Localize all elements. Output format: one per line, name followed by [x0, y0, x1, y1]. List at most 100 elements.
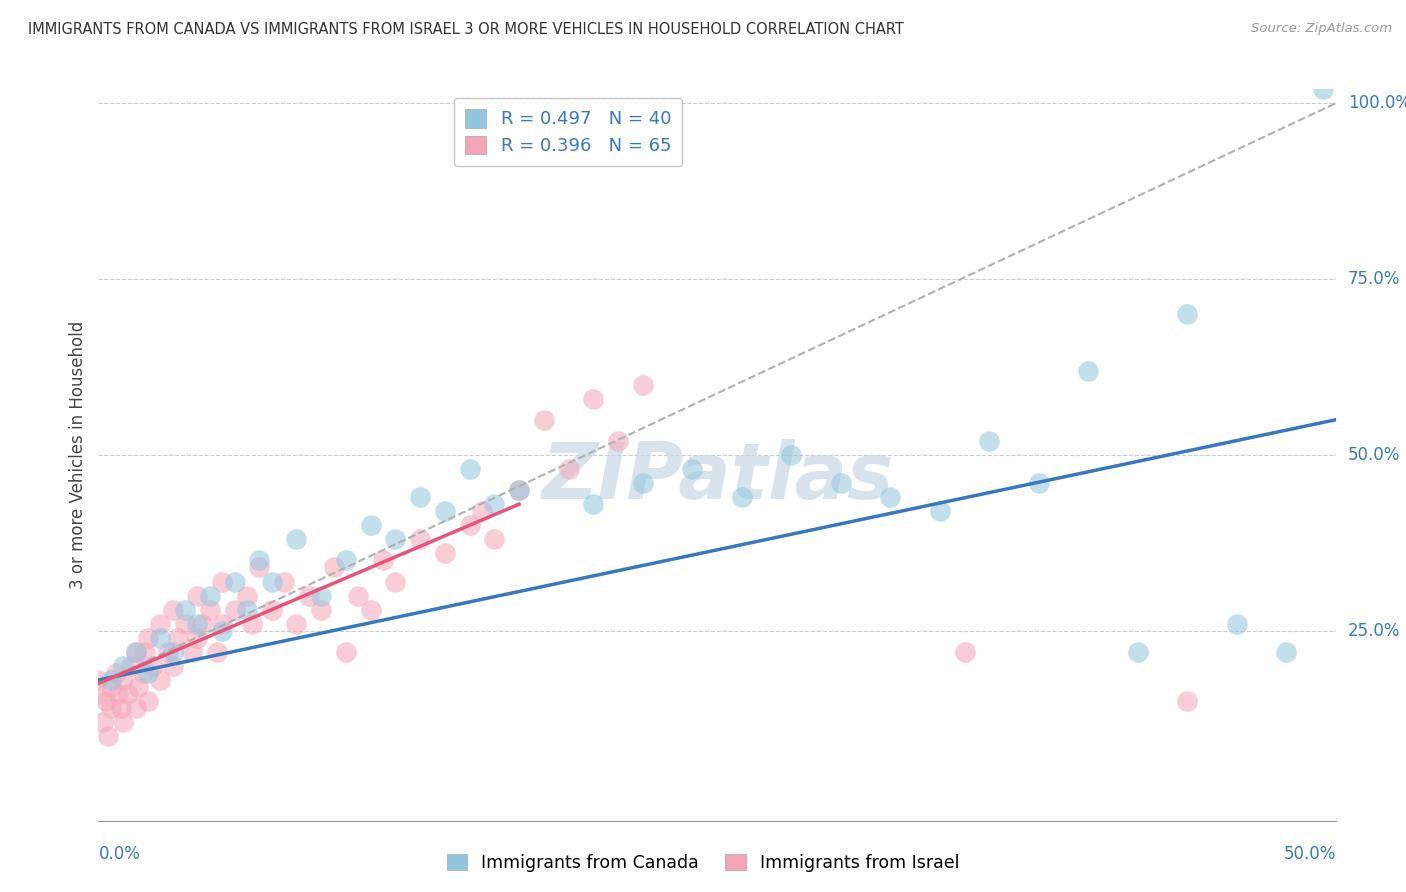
Point [211, 574, 233, 589]
Point [247, 560, 270, 574]
Point [780, 448, 803, 462]
Point [582, 392, 605, 406]
Text: 0.0%: 0.0% [98, 846, 141, 863]
Point [335, 645, 357, 659]
Point [224, 574, 246, 589]
Point [347, 589, 370, 603]
Point [136, 665, 159, 680]
Point [181, 645, 204, 659]
Point [409, 533, 432, 547]
Text: 25.0%: 25.0% [1348, 622, 1400, 640]
Point [681, 462, 703, 476]
Point [240, 616, 263, 631]
Point [104, 665, 127, 680]
Point [149, 673, 172, 687]
Point [1175, 694, 1198, 708]
Point [186, 616, 208, 631]
Point [124, 701, 146, 715]
Point [149, 616, 172, 631]
Point [117, 687, 139, 701]
Point [211, 624, 233, 638]
Point [224, 602, 246, 616]
Point [285, 616, 308, 631]
Point [198, 602, 221, 616]
Point [211, 616, 233, 631]
Point [162, 602, 184, 616]
Point [174, 616, 197, 631]
Point [97, 729, 120, 743]
Point [112, 715, 135, 730]
Point [260, 602, 283, 616]
Point [107, 687, 129, 701]
Point [322, 560, 344, 574]
Point [533, 413, 555, 427]
Point [142, 659, 165, 673]
Point [409, 490, 432, 504]
Point [100, 680, 122, 694]
Point [1226, 616, 1249, 631]
Point [136, 631, 159, 645]
Point [979, 434, 1001, 448]
Point [557, 462, 579, 476]
Point [1126, 645, 1149, 659]
Point [236, 589, 259, 603]
Legend: Immigrants from Canada, Immigrants from Israel: Immigrants from Canada, Immigrants from … [440, 847, 966, 879]
Point [298, 589, 321, 603]
Text: IMMIGRANTS FROM CANADA VS IMMIGRANTS FROM ISRAEL 3 OR MORE VEHICLES IN HOUSEHOLD: IMMIGRANTS FROM CANADA VS IMMIGRANTS FRO… [28, 22, 904, 37]
Point [484, 533, 506, 547]
Point [166, 631, 188, 645]
Point [198, 589, 221, 603]
Point [1077, 363, 1099, 377]
Point [508, 483, 530, 497]
Point [156, 645, 179, 659]
Point [371, 553, 394, 567]
Point [124, 645, 146, 659]
Point [360, 602, 382, 616]
Point [384, 533, 406, 547]
Point [1275, 645, 1298, 659]
Point [953, 645, 976, 659]
Point [174, 602, 197, 616]
Point [120, 659, 142, 673]
Point [247, 553, 270, 567]
Point [205, 645, 228, 659]
Point [731, 490, 754, 504]
Point [112, 659, 135, 673]
Point [134, 645, 156, 659]
Point [93, 715, 115, 730]
Point [110, 701, 132, 715]
Point [162, 659, 184, 673]
Point [1175, 307, 1198, 321]
Point [132, 665, 155, 680]
Point [87, 687, 110, 701]
Point [186, 631, 208, 645]
Point [335, 553, 357, 567]
Point [94, 694, 117, 708]
Point [100, 673, 122, 687]
Point [162, 645, 184, 659]
Point [384, 574, 406, 589]
Point [309, 602, 332, 616]
Point [631, 377, 654, 392]
Point [484, 497, 506, 511]
Point [100, 701, 122, 715]
Point [260, 574, 283, 589]
Point [458, 462, 481, 476]
Point [273, 574, 295, 589]
Text: 75.0%: 75.0% [1348, 270, 1400, 288]
Text: Source: ZipAtlas.com: Source: ZipAtlas.com [1251, 22, 1392, 36]
Point [1028, 476, 1050, 491]
Point [508, 483, 530, 497]
Point [285, 533, 308, 547]
Point [631, 476, 654, 491]
Point [149, 631, 172, 645]
Text: ZIPatlas: ZIPatlas [541, 439, 893, 515]
Text: 50.0%: 50.0% [1348, 446, 1400, 464]
Legend: R = 0.497   N = 40, R = 0.396   N = 65: R = 0.497 N = 40, R = 0.396 N = 65 [454, 98, 682, 166]
Point [1312, 82, 1334, 96]
Point [879, 490, 901, 504]
Point [433, 504, 456, 518]
Point [309, 589, 332, 603]
Point [186, 589, 208, 603]
Point [582, 497, 605, 511]
